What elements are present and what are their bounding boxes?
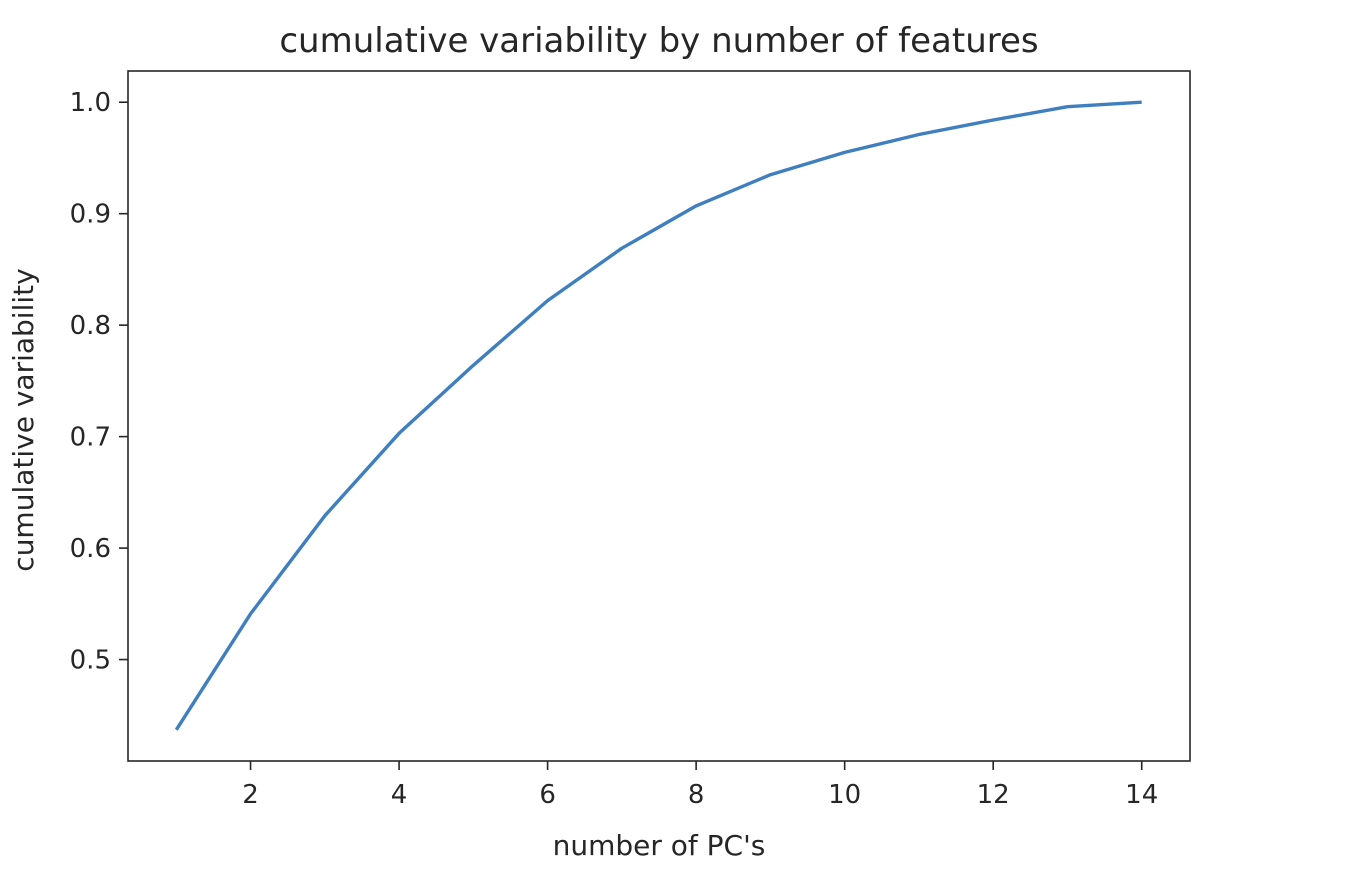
y-axis-label: cumulative variability [7,268,40,571]
x-tick-label: 8 [688,780,705,810]
y-tick-label: 0.6 [70,534,111,564]
y-tick-label: 0.5 [70,646,111,676]
x-tick-label: 14 [1125,780,1158,810]
series-line-cumulative-variability [174,100,1142,731]
chart-title: cumulative variability by number of feat… [279,21,1038,61]
y-tick-label: 0.7 [70,423,111,453]
y-tick-label: 1.0 [70,88,111,118]
x-axis-ticks: 2 4 6 8 10 12 14 [242,761,1158,810]
x-tick-label: 6 [539,780,556,810]
x-tick-label: 4 [391,780,408,810]
y-tick-label: 0.8 [70,311,111,341]
plot-area-frame [127,70,1191,762]
x-tick-label: 2 [242,780,259,810]
y-tick-label: 0.9 [70,200,111,230]
y-axis-ticks: 0.5 0.6 0.7 0.8 0.9 1.0 [70,88,128,676]
x-tick-label: 12 [977,780,1010,810]
x-tick-label: 10 [828,780,861,810]
x-axis-label: number of PC's [553,829,766,862]
